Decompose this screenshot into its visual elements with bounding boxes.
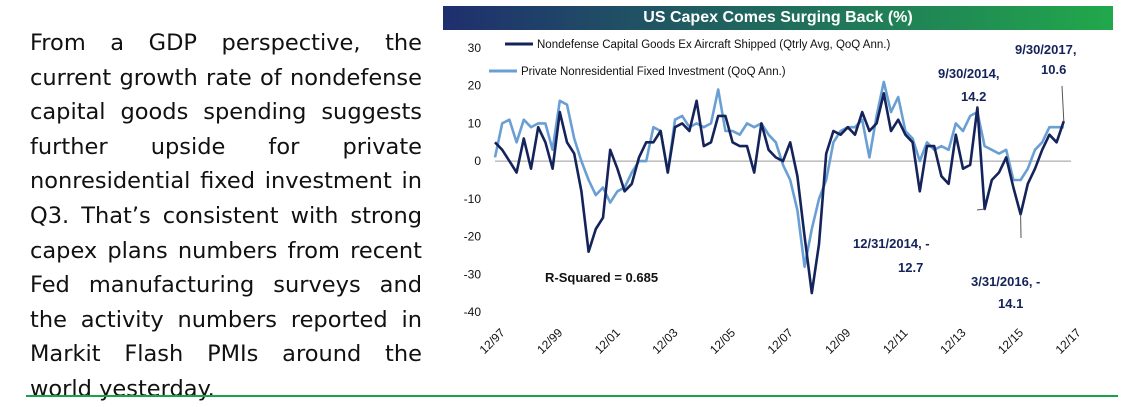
article-paragraph: From a GDP perspective, the current grow…	[30, 26, 422, 407]
annotation-leader-0	[1062, 86, 1064, 121]
y-tick-label: -20	[464, 230, 482, 244]
annotation-label-2: 12/31/2014, - 12.7	[853, 236, 930, 275]
x-tick-label: 12/09	[822, 325, 853, 356]
x-tick-label: 12/17	[1053, 325, 1084, 356]
legend-label-0: Nondefense Capital Goods Ex Aircraft Shi…	[537, 39, 890, 51]
r-squared-label: R-Squared = 0.685	[545, 270, 658, 285]
x-tick-label: 12/11	[880, 326, 911, 357]
annotation-label-3: 3/31/2016, - 14.1	[971, 274, 1040, 311]
nondefense-capital-goods-line	[495, 93, 1064, 293]
x-tick-label: 12/15	[995, 325, 1026, 356]
x-tick-label: 12/01	[592, 325, 623, 356]
y-tick-label: 0	[474, 154, 481, 168]
x-tick-label: 12/05	[707, 325, 738, 356]
annotation-label-0: 9/30/2017, 10.6	[1015, 42, 1076, 77]
y-tick-label: -30	[464, 267, 482, 281]
annotation-leader-2	[977, 209, 985, 210]
annotation-line-1: 9/30/2014,	[938, 66, 999, 81]
annotation-line-1: 12/31/2014, -	[853, 236, 930, 251]
x-tick-label: 12/97	[477, 325, 508, 356]
legend-label-1: Private Nonresidential Fixed Investment …	[521, 66, 786, 78]
y-tick-label: 20	[468, 79, 482, 93]
annotation-line-2: 14.1	[998, 296, 1023, 311]
x-tick-label: 12/03	[649, 325, 680, 356]
chart-canvas: 30 20 10 0 -10 -20 -30 -40 12/97 12/99 12/01 12/03 1…	[443, 6, 1113, 368]
x-tick-label: 12/07	[765, 325, 796, 356]
y-tick-label: -40	[464, 305, 482, 319]
chart-title: US Capex Comes Surging Back (%)	[443, 6, 1113, 30]
x-tick-label: 12/99	[534, 325, 565, 356]
annotation-line-1: 9/30/2017,	[1015, 42, 1076, 57]
capex-chart: 30 20 10 0 -10 -20 -30 -40 12/97 12/99 12/01 12/03 1…	[443, 6, 1113, 368]
annotation-line-2: 10.6	[1041, 62, 1066, 77]
bottom-divider	[26, 395, 1118, 397]
y-tick-label: 30	[468, 41, 482, 55]
x-tick-label: 12/13	[937, 325, 968, 356]
y-tick-label: 10	[468, 116, 482, 130]
annotation-label-1: 9/30/2014, 14.2	[938, 66, 999, 104]
annotation-line-1: 3/31/2016, -	[971, 274, 1040, 289]
annotation-line-2: 14.2	[961, 89, 986, 104]
y-tick-label: -10	[464, 192, 482, 206]
annotation-line-2: 12.7	[898, 260, 923, 275]
